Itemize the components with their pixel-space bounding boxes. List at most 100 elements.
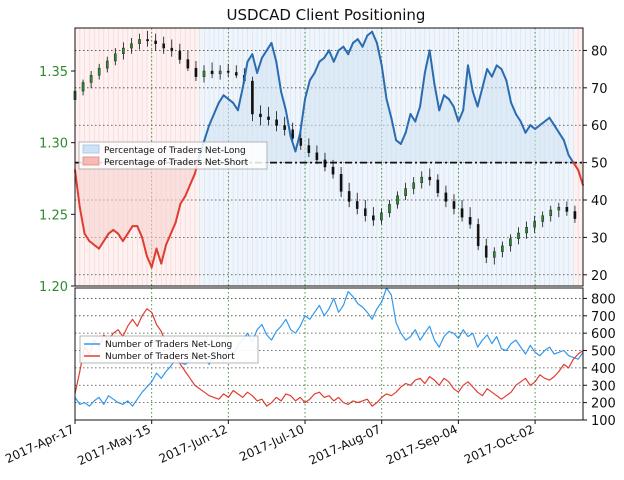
candle-body xyxy=(525,227,528,234)
percent-line-segment xyxy=(179,195,187,205)
candle-body xyxy=(380,212,383,221)
percent-line-segment xyxy=(160,243,168,265)
percent-line-segment xyxy=(443,94,450,101)
price-candle xyxy=(194,60,198,82)
candle-body xyxy=(283,125,286,130)
legend-label-traders-net-short: Number of Traders Net-Short xyxy=(105,352,235,362)
percent-line-segment xyxy=(174,202,182,224)
percent-line-segment xyxy=(294,131,302,153)
price-candle xyxy=(259,105,262,126)
price-candle xyxy=(525,221,528,239)
percent-line-segment xyxy=(452,105,460,123)
percent-line-segment xyxy=(471,90,479,108)
percent-line-segment xyxy=(534,124,541,130)
percent-line-segment xyxy=(270,41,278,63)
percent-line-segment xyxy=(457,109,465,123)
price-candle xyxy=(218,65,222,80)
candle-body xyxy=(154,40,157,44)
price-candle xyxy=(428,168,432,186)
price-candle xyxy=(307,138,311,157)
count-tick-label: 300 xyxy=(591,379,616,394)
percent-line-segment xyxy=(227,98,235,104)
count-tick-label: 800 xyxy=(591,292,616,307)
percent-line-segment xyxy=(423,49,431,74)
percent-line-segment xyxy=(519,120,527,134)
percent-line-segment xyxy=(371,30,378,44)
candle-body xyxy=(315,152,319,161)
percent-line-segment xyxy=(203,124,211,142)
price-candle xyxy=(81,79,85,96)
price-candle xyxy=(533,215,536,233)
percent-line-segment xyxy=(529,124,537,130)
percent-line-segment xyxy=(308,71,316,82)
net-long-area xyxy=(75,31,583,163)
percent-line-segment xyxy=(313,60,321,74)
count-tick-label: 600 xyxy=(591,327,616,342)
price-candle xyxy=(178,43,182,64)
candle-body xyxy=(573,211,577,219)
price-candle xyxy=(388,200,391,218)
background-band xyxy=(75,28,81,286)
percent-line-segment xyxy=(289,135,297,153)
percent-line-segment xyxy=(323,49,330,59)
date-tick-label: 2017-Oct-02 xyxy=(462,422,536,467)
candle-body xyxy=(501,245,504,252)
price-candle xyxy=(267,106,270,126)
legend-swatch-net-short xyxy=(82,156,100,166)
price-candle xyxy=(468,207,472,229)
date-tick-label: 2017-Jun-12 xyxy=(157,422,230,466)
price-candle xyxy=(501,241,504,258)
candle-body xyxy=(476,224,480,247)
percent-line-segment xyxy=(558,131,565,142)
percent-tick-label: 30 xyxy=(591,231,608,246)
price-candle xyxy=(130,38,133,54)
candle-body xyxy=(275,119,278,126)
candle-body xyxy=(210,70,214,75)
candle-body xyxy=(517,232,520,239)
percent-line-segment xyxy=(572,161,580,172)
background-band xyxy=(573,28,579,286)
percent-line-segment xyxy=(280,90,287,112)
candle-body xyxy=(452,201,456,209)
price-candle xyxy=(283,116,286,136)
candle-body xyxy=(291,129,295,139)
legend-top-box xyxy=(78,141,268,170)
percent-line-segment xyxy=(577,169,584,187)
percent-line-segment xyxy=(419,71,426,108)
percent-line-segment xyxy=(260,49,268,59)
candle-body xyxy=(202,70,206,77)
candle-body xyxy=(299,138,303,146)
price-candle xyxy=(291,122,295,143)
price-candle xyxy=(484,238,488,264)
candle-body xyxy=(460,208,464,218)
candle-body xyxy=(218,70,222,75)
percent-line-segment xyxy=(284,109,292,138)
series-line-traders-net-long xyxy=(74,287,584,407)
percent-line-segment xyxy=(337,45,345,52)
percent-line-segment xyxy=(447,98,455,108)
candle-body xyxy=(428,176,432,181)
percent-line-segment xyxy=(275,60,283,93)
price-candle xyxy=(315,145,319,165)
date-tick-label: 2017-Aug-07 xyxy=(307,422,383,468)
legend-label-traders-net-long: Number of Traders Net-Long xyxy=(105,340,232,350)
price-candle xyxy=(565,201,569,216)
candle-body xyxy=(565,206,569,212)
percent-line-segment xyxy=(121,232,129,243)
percent-line-segment xyxy=(150,247,158,269)
candle-body xyxy=(468,216,472,225)
percent-line-segment xyxy=(93,243,100,250)
percent-line-segment xyxy=(356,38,364,48)
percent-tick-label: 80 xyxy=(591,44,608,59)
count-tick-label: 700 xyxy=(591,310,616,325)
candle-body xyxy=(170,47,174,52)
candle-body xyxy=(509,238,512,247)
percent-line-segment xyxy=(74,169,81,209)
candle-body xyxy=(396,195,399,205)
percent-line-segment xyxy=(222,94,230,101)
price-candle xyxy=(363,200,367,222)
price-candle xyxy=(114,48,117,66)
percent-line-segment xyxy=(328,49,335,63)
candle-body xyxy=(388,204,391,214)
